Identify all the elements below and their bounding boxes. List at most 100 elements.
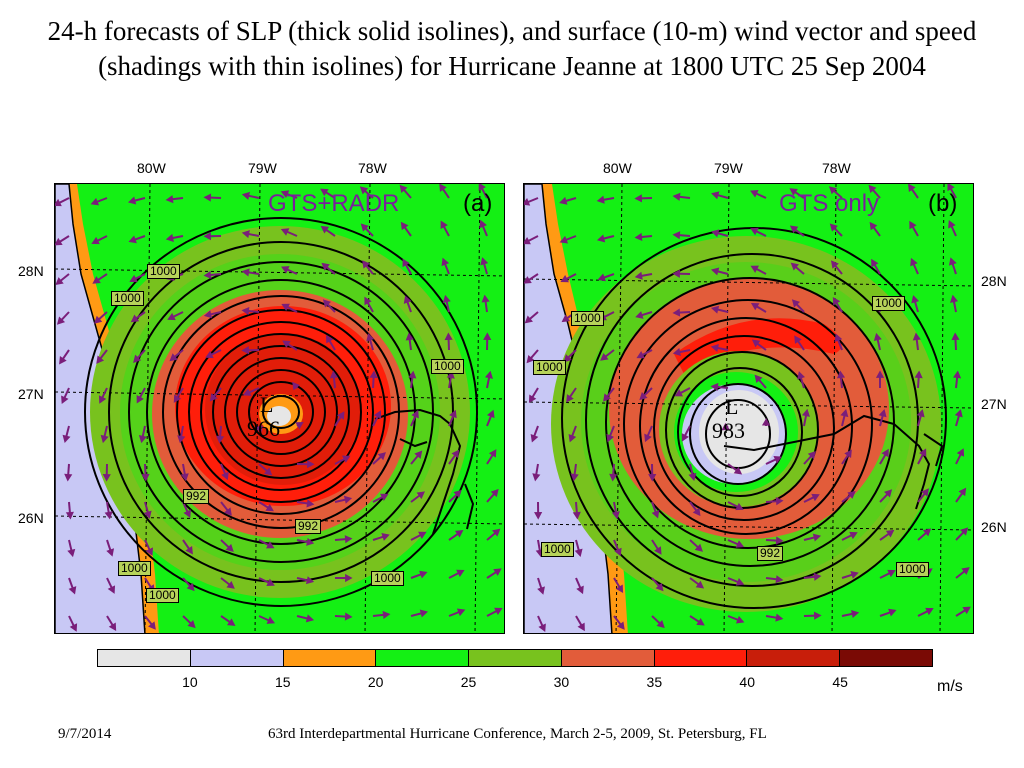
wind-vector-head [616,621,625,630]
wind-vector-head [735,615,745,624]
wind-vector-head [794,335,802,344]
wind-vector-head [138,435,147,444]
lon-label-80w-a: 80W [137,160,166,176]
isobar-label: 1000 [571,311,604,326]
wind-vector-head [456,608,466,617]
lat-label-28n-b: 28N [981,273,1007,289]
colorbar-segment [190,650,284,666]
wind-vector-head [104,511,113,520]
wind-vector-head [871,258,879,268]
wind-vector-head [775,613,784,622]
wind-vector-head [241,230,250,239]
wind-vector-head [451,449,460,459]
wind-vector-head [143,510,152,519]
wind-vector-head [61,395,69,404]
wind-vector-head [441,257,450,267]
wind-vector-head [305,614,315,623]
wind-vector-head [561,314,571,323]
wind-vector-head [711,229,720,238]
isobar-label: 1000 [118,561,151,576]
wind-vector-head [609,473,618,482]
wind-vector-head [912,332,921,341]
wind-vector-head [341,455,351,463]
wind-vector-head [836,370,846,379]
wind-vector-head [735,578,745,586]
wind-vector-head [750,302,760,311]
wind-vector-head [216,435,225,444]
wind-vector-head [849,531,858,540]
wind-vector-head [958,487,967,497]
wind-vector-head [266,616,276,624]
colorbar-segment [283,650,377,666]
wind-vector-head [366,333,375,342]
wind-vector-head [454,530,464,538]
wind-vector-head [850,571,859,579]
wind-vector-head [951,332,960,341]
wind-vector-head [440,220,448,230]
low-center-symbol-b: L [725,394,739,419]
wind-vector-head [442,294,451,304]
wind-vector-head [672,348,681,357]
wind-vector-head [596,195,605,204]
wind-vector-head [559,235,569,244]
wind-vector-head [925,607,934,616]
isobar-label: 992 [295,519,322,534]
wind-vector-head [322,299,332,308]
wind-vector-head [634,271,643,280]
wind-vector-head [411,409,419,419]
wind-vector-head [266,541,275,549]
wind-vector-head [834,333,843,343]
wind-vector-head [721,422,730,431]
wind-vector-head [947,184,955,192]
wind-vector-head [750,190,759,198]
wind-vector-head [281,303,290,312]
wind-vector-head [439,184,447,192]
wind-vector-head [710,305,720,314]
wind-vector-head [710,382,719,392]
wind-vector-head [954,409,963,418]
wind-vector-head [203,193,212,202]
wind-vector-head [656,619,665,629]
wind-vector-head [359,186,369,195]
low-center-pressure-b: 983 [712,418,745,443]
footer-conference: 63rd Interdepartmental Hurricane Confere… [268,726,767,742]
wind-vector-head [560,275,569,283]
wind-vector-head [674,389,684,397]
wind-vector-head [559,196,568,205]
wind-vector-head [672,231,681,240]
wind-vector-head [227,618,236,626]
low-center-symbol-a: L [260,392,274,417]
wind-vector-head [100,434,109,444]
wind-vector-head [524,276,532,284]
wind-vector-head [446,370,455,379]
wind-vector-head [93,315,103,324]
low-center-pressure-a: 966 [247,416,280,441]
lat-label-27n-a: 27N [18,386,44,402]
wind-vector-head [524,198,531,206]
wind-vector-head [478,184,486,192]
wind-vector-head [812,533,822,542]
wind-vector-head [380,493,389,501]
wind-vector-head [325,334,334,344]
wind-vector-head [692,507,701,517]
wind-vector-head [456,569,465,578]
wind-vector-head [634,232,643,242]
colorbar-segment [747,650,841,666]
wind-vector-head [534,512,543,520]
wind-vector-head [480,257,489,266]
isobar-label: 1000 [533,360,566,375]
wind-vector-head [868,184,877,194]
wind-vector-head [405,332,414,341]
wind-vector-head [241,306,250,316]
wind-vector-head [266,578,275,587]
wind-vector-head [847,491,856,499]
colorbar-tick-label: 15 [274,674,291,690]
wind-vector-head [611,511,620,520]
wind-vector-head [828,186,838,195]
colorbar-tick-label: 30 [553,674,570,690]
wind-vector-head [444,332,453,341]
wind-vector-head [761,418,771,426]
wind-vector-head [869,221,878,231]
slide-title: 24-h forecasts of SLP (thick solid isoli… [47,16,977,81]
wind-vector-head [681,433,689,442]
